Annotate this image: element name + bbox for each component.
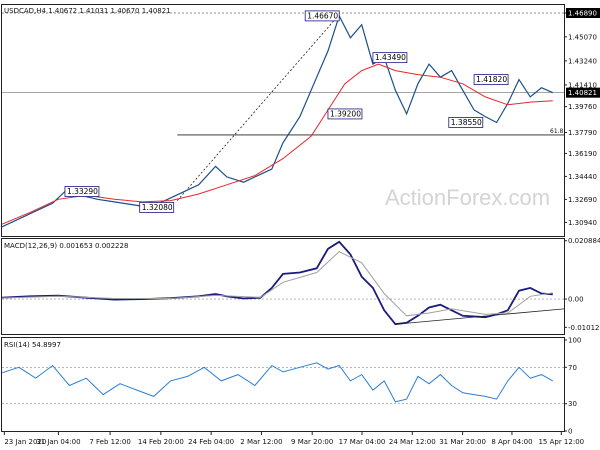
annotation-box-2 [473, 74, 509, 85]
moving-average-line [1, 63, 553, 225]
x-tick-label-6: 9 Mar 20:00 [291, 438, 333, 446]
signal-line [1, 250, 553, 317]
x-tick-label-7: 17 Mar 04:00 [339, 438, 386, 446]
x-tick-label-2: 7 Feb 12:00 [89, 438, 130, 446]
price-tag-bg [566, 87, 600, 98]
x-tick-label-8: 24 Mar 12:00 [389, 438, 436, 446]
rsi-panel [1, 337, 565, 432]
price-ytick-label-3: 1.41410 [568, 81, 597, 89]
price-ytick-label-7: 1.34440 [568, 173, 597, 181]
macd-panel-title: MACD(12,26,9) 0.001653 0.002228 [4, 242, 128, 250]
x-tick-label-9: 31 Mar 20:00 [439, 438, 486, 446]
annotation-box-0 [304, 10, 340, 22]
price-ytick-label-4: 1.39760 [568, 103, 597, 111]
macd-panel [1, 238, 565, 335]
annotation-label-2: 1.41820 [476, 75, 507, 84]
x-tick-label-3: 14 Feb 20:00 [138, 438, 184, 446]
annotation-box-4 [448, 117, 484, 128]
x-tick-label-11: 15 Apr 12:00 [538, 438, 584, 446]
price-trendline [177, 15, 339, 201]
price-ytick-label-0: 1.46890 [568, 10, 597, 18]
price-panel [1, 4, 565, 237]
price-ytick-label-2: 1.43240 [568, 57, 597, 65]
annotation-box-5 [64, 186, 100, 197]
macd-ytick-label-1: 0.00 [568, 296, 584, 304]
rsi-ytick-label-3: 0 [568, 428, 572, 436]
annotation-label-1: 1.43490 [375, 53, 406, 62]
rsi-line [1, 362, 554, 403]
price-ytick-bg-0 [566, 8, 600, 19]
annotation-box-3 [327, 108, 363, 120]
macd-trendline [395, 308, 565, 325]
rsi-ytick-label-0: 100 [568, 337, 581, 345]
annotation-label-5: 1.33290 [67, 187, 98, 196]
x-tick-label-10: 8 Apr 04:00 [491, 438, 532, 446]
price-ytick-label-6: 1.36190 [568, 150, 597, 158]
annotation-label-3: 1.39200 [330, 109, 361, 118]
watermark: ActionForex.com [385, 185, 550, 210]
annotation-box-1 [372, 52, 408, 64]
rsi-panel-title: RSI(14) 54.8997 [4, 341, 61, 349]
rsi-ytick-label-1: 70 [568, 364, 577, 372]
annotation-label-6: 1.32080 [142, 203, 173, 212]
x-tick-label-5: 2 Mar 12:00 [240, 438, 282, 446]
rsi-layer: 100 70 30 0 [1, 337, 581, 436]
macd-ytick-label-0: 0.020884 [568, 237, 600, 245]
annotation-label-4: 1.38550 [451, 118, 482, 127]
annotation-label-0: 1.46670 [307, 11, 338, 20]
price-ytick-label-9: 1.30940 [568, 219, 597, 227]
price-panel-title: USDCAD,H4 1.40672 1.41031 1.40670 1.4082… [4, 7, 171, 15]
x-tick-label-4: 24 Feb 04:00 [188, 438, 234, 446]
price-ytick-label-5: 1.37790 [568, 129, 597, 137]
price-ytick-label-8: 1.32690 [568, 196, 597, 204]
annotation-box-6 [139, 201, 175, 213]
x-tick-label-0: 23 Jan 2020 [4, 438, 46, 446]
fib-label: 61.8 [550, 128, 564, 135]
price-tag-label: 1.40821 [568, 89, 597, 97]
x-tick-label-1: 31 Jan 04:00 [36, 438, 80, 446]
price-line [1, 14, 554, 228]
price-ytick-label-1: 1.45070 [568, 33, 597, 41]
rsi-ytick-label-2: 30 [568, 400, 577, 408]
price-layer: 1.46890 1.45070 1.43240 1.41410 1.39760 1.377… [1, 8, 600, 228]
